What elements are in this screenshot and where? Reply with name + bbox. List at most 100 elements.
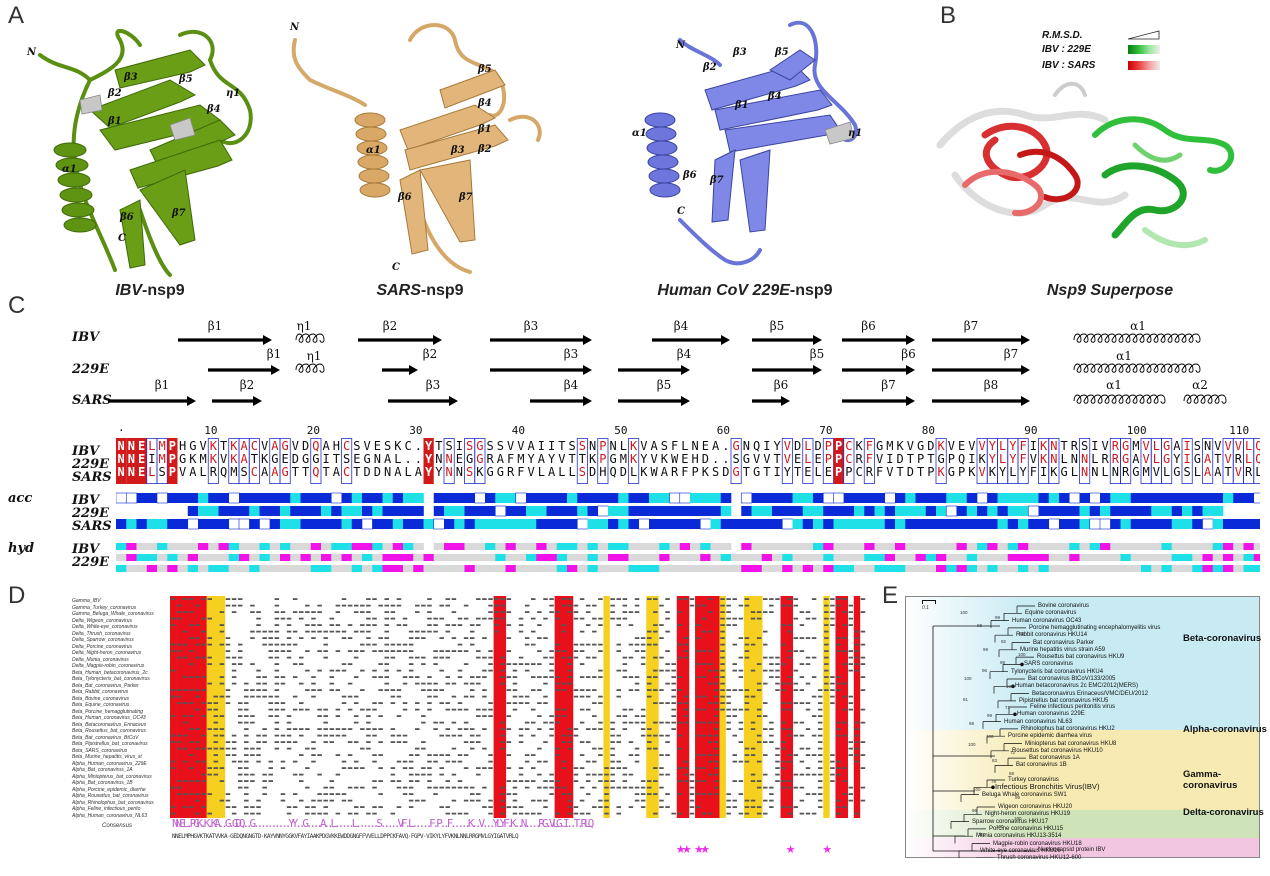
aln-d-res-31-14 — [256, 799, 261, 802]
aln-d-res-24-44 — [439, 754, 444, 756]
acc-cell-2-110 — [1243, 519, 1255, 529]
aln-d-res-5-101 — [787, 630, 792, 633]
acc-cell-1-68 — [813, 506, 824, 516]
aln-d-res-31-28 — [341, 799, 347, 802]
aln-d-res-12-2 — [183, 676, 188, 678]
aln-d-res-20-22 — [305, 728, 310, 730]
hyd-cell-1-4 — [157, 554, 168, 561]
hyd-cell-2-22 — [341, 565, 353, 572]
acc-cell-2-74 — [874, 519, 886, 529]
alignment-taxon-0: Gamma_IBV — [72, 598, 101, 604]
aln-d-red-col-54 — [499, 596, 507, 818]
acc-cell-0-74 — [874, 493, 886, 503]
aln-d-res-25-46 — [451, 760, 457, 763]
aln-d-res-4-38 — [402, 624, 408, 626]
acc-cell-2-51 — [638, 518, 650, 530]
aln-d-res-16-34 — [378, 702, 383, 704]
bootstrap-value-24: 96 — [972, 808, 978, 813]
aln-res-2-60: G — [733, 465, 740, 479]
sars-label-7: β6 — [398, 192, 412, 203]
aln-d-res-29-43 — [433, 786, 438, 789]
aln-d-res-19-72 — [610, 721, 615, 724]
aln-d-res-21-110 — [842, 734, 847, 737]
hyd-cell-1-83 — [966, 554, 978, 561]
aln-d-res-24-12 — [244, 754, 249, 756]
aln-d-res-26-6 — [207, 767, 212, 769]
aln-d-res-13-102 — [793, 682, 799, 685]
bootstrap-value-9: 99 — [987, 713, 993, 718]
aln-res-0-47: P — [599, 439, 606, 453]
aln-d-res-11-95 — [750, 669, 756, 672]
aln-res-0-39: V — [517, 439, 524, 453]
acc-cell-1-88 — [1018, 506, 1029, 516]
aln-res-1-47: P — [599, 452, 606, 466]
aln-d-res-24-33 — [372, 754, 377, 756]
acc-cell-2-59 — [720, 519, 732, 529]
acc-cell-1-84 — [977, 506, 988, 516]
aln-d-red-col-63 — [554, 596, 562, 818]
aln-d-res-11-51 — [482, 669, 487, 672]
ss-sars-strand-1 — [212, 396, 262, 406]
aln-d-res-7-39 — [408, 643, 414, 646]
aln-res-2-37: G — [497, 465, 504, 479]
aln-d-res-17-93 — [738, 708, 744, 711]
aln-d-res-27-85 — [689, 773, 695, 776]
aln-d-res-12-70 — [598, 676, 603, 678]
aln-res-0-42: I — [548, 439, 555, 453]
ss-row-ibv: IBV — [72, 330, 100, 345]
aln-d-res-19-58 — [524, 721, 530, 724]
aln-d-res-21-92 — [732, 734, 737, 737]
aln-d-res-14-12 — [244, 689, 249, 691]
aln-d-res-25-103 — [799, 760, 805, 763]
aln-d-res-32-96 — [756, 806, 762, 808]
aln-d-res-29-47 — [457, 786, 463, 789]
aln-d-res-26-99 — [775, 767, 780, 769]
hyd-cell-0-28 — [403, 543, 414, 550]
aln-d-res-24-72 — [610, 754, 615, 756]
acc-cell-1-95 — [1089, 506, 1101, 516]
aln-similar-col-102 — [1161, 438, 1173, 484]
aln-d-res-7-95 — [750, 643, 756, 646]
acc-cell-0-77 — [905, 493, 916, 503]
aln-d-res-15-87 — [701, 695, 707, 698]
aln-d-res-14-26 — [329, 689, 335, 691]
aln-d-res-33-67 — [579, 812, 585, 815]
aln-res-1-79: T — [927, 452, 934, 466]
aln-d-res-0-53 — [494, 598, 499, 600]
aln-res-1-98: G — [1122, 452, 1129, 466]
hyd-cell-2-14 — [259, 565, 271, 572]
aln-d-res-8-17 — [274, 650, 280, 652]
aln-d-res-27-103 — [799, 773, 805, 776]
aln-d-res-29-113 — [860, 786, 866, 789]
acc-cell-0-53 — [659, 493, 670, 503]
aln-d-res-24-75 — [628, 754, 634, 756]
aln-res-1-93: N — [1071, 452, 1078, 466]
hyd-cell-1-94 — [1079, 554, 1091, 561]
aln-d-res-22-10 — [231, 741, 237, 743]
aln-d-res-23-1 — [176, 747, 182, 750]
acc-cell-0-56 — [690, 493, 701, 503]
aln-d-res-25-112 — [854, 760, 860, 763]
hyd-cell-1-33 — [454, 554, 465, 561]
seq-label-ibv: IBV — [72, 444, 100, 459]
aln-res-1-25: N — [374, 452, 381, 466]
aln-d-res-2-110 — [842, 611, 847, 613]
aln-d-res-21-27 — [335, 734, 341, 737]
aln-d-res-5-31 — [360, 630, 365, 633]
aln-d-res-27-84 — [683, 773, 689, 776]
acc-cell-2-38 — [505, 519, 517, 529]
hyd-cell-0-31 — [433, 543, 445, 550]
aln-d-res-23-103 — [799, 747, 805, 750]
acc-cell-2-41 — [536, 519, 547, 529]
aln-res-2-21: A — [333, 465, 341, 479]
hyd-cell-0-27 — [392, 543, 404, 550]
aln-d-res-0-6 — [207, 598, 212, 600]
acc-cell-2-67 — [802, 519, 814, 529]
aln-d-res-29-76 — [634, 786, 640, 789]
aln-d-res-30-78 — [647, 793, 652, 795]
alignment-taxon-25: Alpha_Human_coronavirus_229E — [72, 760, 147, 767]
aln-res-0-96: V — [1102, 439, 1109, 453]
tree-taxon-alpha_taxa-0: Feline infectious peritonitis virus — [1030, 704, 1116, 710]
aln-d-res-32-3 — [189, 806, 194, 808]
hydropathy-tracks — [116, 543, 1260, 572]
